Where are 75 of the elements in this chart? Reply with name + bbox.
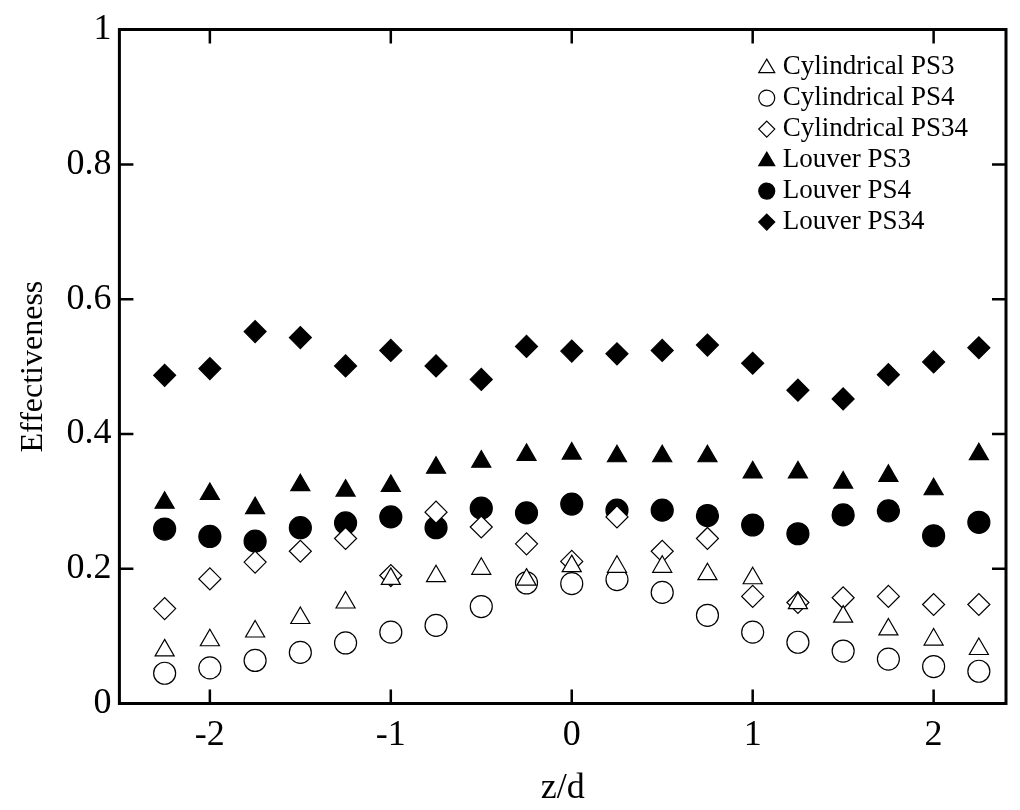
point xyxy=(786,630,810,654)
point xyxy=(333,526,358,551)
point xyxy=(650,498,674,522)
point xyxy=(333,631,358,655)
point xyxy=(922,350,946,374)
x-axis-title: z/d xyxy=(540,765,585,806)
legend-label: Cylindrical PS4 xyxy=(782,81,955,112)
point xyxy=(153,363,177,387)
y-tick-label: 0.8 xyxy=(66,141,112,182)
point xyxy=(831,387,855,411)
legend-label: Cylindrical PS3 xyxy=(782,50,955,81)
legend-label: Cylindrical PS34 xyxy=(782,112,969,143)
y-tick-label: 0.2 xyxy=(66,546,112,587)
point xyxy=(243,319,267,344)
point xyxy=(695,503,720,528)
legend-label: Louver PS4 xyxy=(782,174,912,205)
point xyxy=(831,639,855,663)
legend-label: Louver PS34 xyxy=(782,205,925,236)
x-tick-label: 2 xyxy=(924,712,943,753)
point xyxy=(469,367,493,392)
point xyxy=(560,572,584,596)
point xyxy=(288,326,312,350)
y-tick-label: 0.4 xyxy=(66,411,112,452)
point xyxy=(695,603,720,627)
y-tick-label: 1 xyxy=(93,7,112,48)
point xyxy=(967,510,991,534)
point xyxy=(288,539,312,563)
point xyxy=(424,613,448,638)
point xyxy=(198,357,222,381)
x-tick-label: 1 xyxy=(743,712,762,753)
point xyxy=(243,529,267,553)
point xyxy=(876,363,900,387)
point xyxy=(695,333,720,357)
point xyxy=(243,648,267,673)
point xyxy=(198,656,222,680)
point xyxy=(560,339,584,363)
x-tick-label: -2 xyxy=(194,712,225,753)
point xyxy=(967,336,991,360)
x-tick-label: -1 xyxy=(375,712,406,753)
point xyxy=(922,524,946,548)
point xyxy=(514,501,539,525)
point xyxy=(469,496,493,520)
point xyxy=(605,342,629,366)
point xyxy=(605,505,629,529)
point xyxy=(424,354,448,378)
point xyxy=(514,334,539,358)
point xyxy=(741,620,765,644)
point xyxy=(379,505,403,529)
point xyxy=(786,522,810,546)
point xyxy=(198,524,222,549)
point xyxy=(650,338,674,363)
point xyxy=(333,354,358,378)
x-tick-label: 0 xyxy=(562,712,581,753)
point xyxy=(831,503,855,527)
y-tick-label: 0 xyxy=(93,681,112,722)
point xyxy=(469,594,493,619)
legend-label: Louver PS3 xyxy=(782,143,911,174)
point xyxy=(153,661,177,685)
point xyxy=(288,640,312,664)
point xyxy=(786,378,810,402)
point xyxy=(288,516,312,540)
point xyxy=(967,659,991,683)
point xyxy=(876,499,900,523)
point xyxy=(379,338,403,363)
point xyxy=(379,620,403,644)
point xyxy=(153,517,177,541)
point xyxy=(650,580,674,604)
point xyxy=(424,500,448,524)
point xyxy=(922,654,946,679)
y-tick-label: 0.6 xyxy=(66,276,112,317)
point xyxy=(741,351,765,375)
point xyxy=(876,647,900,671)
point xyxy=(560,492,584,516)
point xyxy=(741,513,765,537)
y-axis-title: Effectiveness xyxy=(12,280,49,453)
